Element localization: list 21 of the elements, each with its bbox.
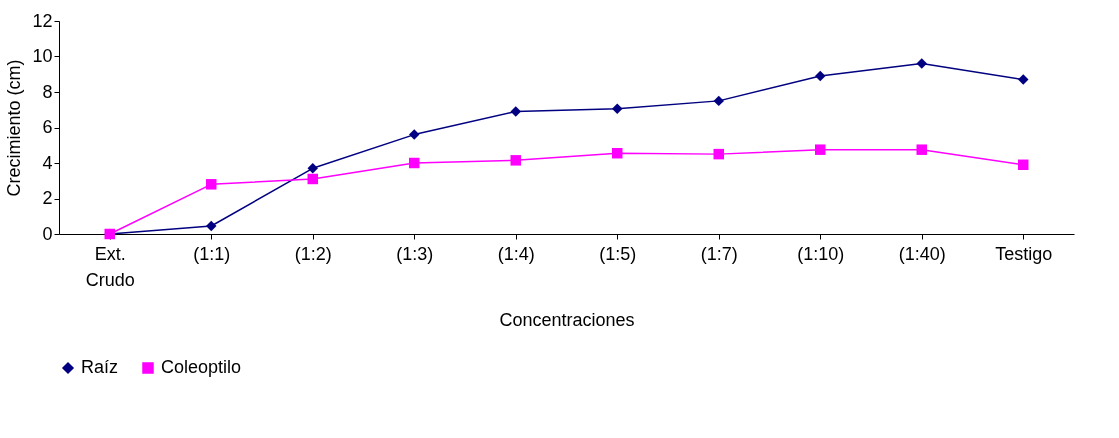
y-axis-title: Crecimiento (cm) — [4, 59, 25, 197]
x-tick-label: (1:3) — [396, 243, 434, 264]
x-tick-label: Ext. Crudo — [85, 243, 135, 290]
y-tick-label: 10 — [32, 46, 53, 66]
x-tick-label: (1:5) — [599, 243, 637, 264]
y-tick-label: 0 — [42, 223, 53, 244]
y-tick-label: 6 — [42, 117, 53, 137]
legend-label: Coleoptilo — [161, 357, 242, 377]
x-axis-title: Concentraciones — [499, 309, 635, 330]
y-tick-label: 2 — [42, 188, 53, 208]
y-tick-label: 12 — [32, 10, 53, 31]
x-tick-label: (1:4) — [497, 243, 535, 264]
legend-label: Raíz — [81, 357, 119, 377]
x-tick-label: (1:40) — [898, 243, 946, 264]
x-tick-label: (1:10) — [797, 243, 845, 264]
x-tick-label: (1:1) — [193, 243, 231, 264]
x-tick-label: (1:7) — [700, 243, 738, 264]
x-tick-label: (1:2) — [294, 243, 332, 264]
y-tick-label: 4 — [42, 152, 53, 173]
y-tick-label: 8 — [42, 81, 53, 102]
x-tick-label: Testigo — [995, 243, 1053, 264]
